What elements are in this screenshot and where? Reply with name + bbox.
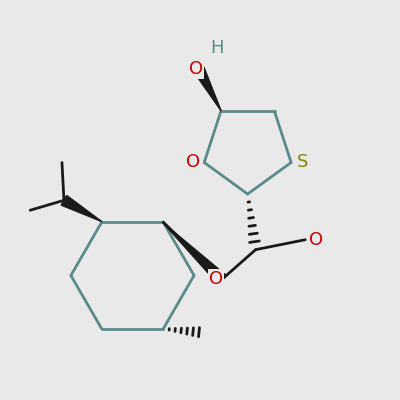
Text: O: O <box>189 60 203 78</box>
Text: O: O <box>209 270 223 288</box>
Polygon shape <box>194 67 221 111</box>
Text: O: O <box>309 231 324 249</box>
Text: H: H <box>210 39 224 57</box>
Text: O: O <box>186 154 200 172</box>
Polygon shape <box>163 222 226 284</box>
Text: S: S <box>296 153 308 171</box>
Polygon shape <box>61 196 102 222</box>
